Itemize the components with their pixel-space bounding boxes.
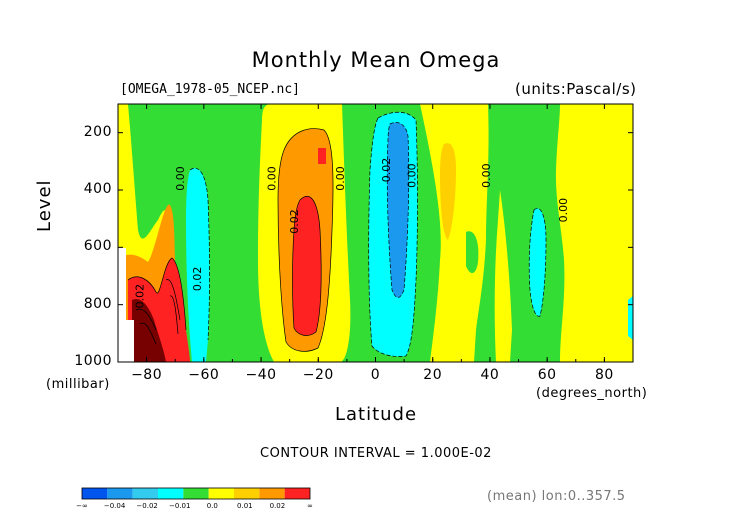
contour-value-label: 0.02 [134,284,147,309]
contour-region-darkred-polar [132,298,166,362]
x-tick-label: −20 [302,367,334,383]
contour-value-label: 0.00 [265,166,278,191]
y-tick-label: 400 [83,181,112,197]
contour-region-blue-equator [387,122,409,298]
contour-value-label: 0.00 [174,166,187,191]
contour-region-yellow-nh-lower [494,190,512,362]
colorbar-label: ∞ [307,502,313,510]
x-tick-label: 60 [537,367,557,383]
y-axis-unit: (millibar) [46,377,110,392]
colorbar-swatch [284,488,310,499]
x-tick-label: −80 [131,367,163,383]
contour-line [189,167,210,341]
x-tick-label: −60 [188,367,220,383]
y-axis-title: Level [34,179,55,232]
y-tick-label: 200 [83,123,112,140]
colorbar-swatch [107,488,133,499]
contour-region-yellow-north-mid [420,104,489,362]
x-axis-unit: (degrees_north) [536,386,648,401]
colorbar-swatch [208,488,234,499]
chart-title: Monthly Mean Omega [251,48,501,72]
x-axis-title: Latitude [334,404,418,425]
x-tick-label: −40 [245,367,277,383]
contour-region-orange-nh-band [440,143,456,240]
contour-value-label: 0.02 [191,267,204,292]
x-tick-label: 0 [370,367,381,383]
colorbar-swatch [158,488,184,499]
y-tick-label: 600 [83,238,112,255]
contour-line [169,295,179,335]
contour-line [277,128,334,352]
contour-region-cyan-south [186,168,210,362]
contour-line [292,195,322,336]
colorbar-label: 0.02 [269,502,286,510]
contour-lines [127,111,547,357]
x-tick-label: 40 [480,367,500,383]
contour-value-label: 0.00 [334,166,347,191]
contour-line [139,322,157,345]
colorbar-swatch [82,488,108,499]
contour-fields [118,104,633,362]
contour-value-label: 0.02 [380,158,393,183]
missing-data-area [126,320,134,362]
contour-line [386,122,410,298]
contour-region-yellow-north [555,104,633,362]
colorbar-swatch [259,488,285,499]
colorbar-label: 0.01 [237,502,253,510]
y-tick-label: 1000 [74,353,112,369]
contour-region-green-patch-2 [466,231,479,274]
contour-region-cyan-edge [628,296,633,340]
contour-region-red-south-cell [292,196,322,336]
colorbar-label: 0.0 [206,502,218,510]
contour-value-label: 0.00 [557,198,570,223]
contour-value-label: 0.00 [406,163,419,188]
y-tick-label: 800 [83,295,112,312]
colorbar-swatch [183,488,209,499]
contour-region-red-south-peak [318,148,326,164]
contour-interval-label: CONTOUR INTERVAL = 1.000E-02 [260,446,492,461]
units-label: (units:Pascal/s) [515,80,637,98]
contour-line [368,111,418,357]
colorbar-swatch [132,488,158,499]
mean-note: (mean) lon:0..357.5 [487,489,626,504]
colorbar-label: −0.01 [168,502,191,510]
x-axis-ticks [117,104,634,362]
contour-line [135,308,157,331]
contour-value-label: 0.02 [288,209,301,234]
colorbar-label: −0.02 [136,502,158,510]
file-name-label: [OMEGA_1978-05_NCEP.nc] [120,82,301,97]
contour-line [127,257,187,331]
contour-region-green-patch-1 [236,319,248,340]
x-tick-label: 80 [594,367,614,383]
colorbar-label: −0.04 [103,502,126,510]
colorbar-label: −∞ [76,502,88,510]
colorbar [81,487,311,500]
y-axis-ticks [118,132,633,363]
colorbar-swatch [234,488,260,499]
contour-value-label: 0.00 [480,163,493,188]
contour-labels: 0.02 0.00 0.02 0.00 0.02 0.00 0.02 0.00 0.00 0.00 [134,158,570,309]
contour-region-yellow-bump [590,104,633,190]
x-tick-label: 20 [423,367,443,383]
contour-line [165,279,181,321]
contour-line [528,208,547,317]
contour-region-cyan-nh [529,208,546,317]
colorbar-frame [81,487,311,500]
